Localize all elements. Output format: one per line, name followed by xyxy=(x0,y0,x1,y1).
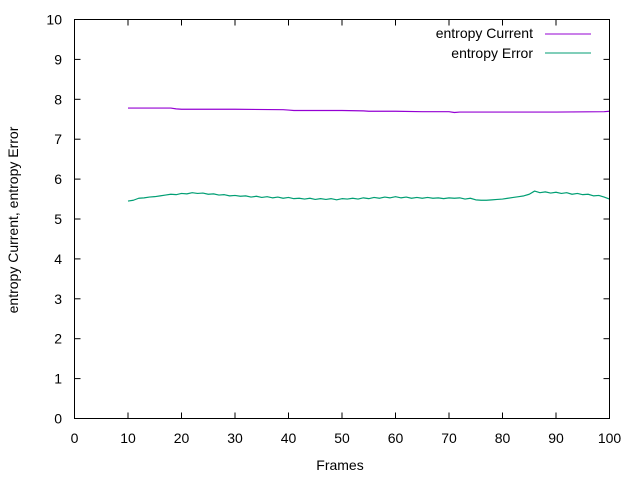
x-tick-label: 90 xyxy=(548,430,564,446)
x-tick-label: 70 xyxy=(441,430,457,446)
y-tick-label: 1 xyxy=(54,371,62,387)
plot-border xyxy=(74,19,610,419)
y-tick-label: 10 xyxy=(46,12,62,28)
series-line-entropy-error xyxy=(127,190,610,202)
series-line-entropy-current xyxy=(128,107,610,114)
y-tick-label: 5 xyxy=(54,211,62,227)
x-tick-label: 20 xyxy=(174,430,190,446)
y-tick-label: 7 xyxy=(54,131,62,147)
x-tick-label: 100 xyxy=(598,430,622,446)
legend: entropy Current entropy Error xyxy=(436,25,591,61)
y-tick-label: 3 xyxy=(54,291,62,307)
x-tick-label: 80 xyxy=(495,430,511,446)
x-tick-label: 30 xyxy=(227,430,243,446)
legend-label-entropy-error: entropy Error xyxy=(451,45,533,61)
y-axis-title: entropy Current, entropy Error xyxy=(5,126,21,313)
legend-label-entropy-current: entropy Current xyxy=(436,25,533,41)
x-tick-label: 0 xyxy=(71,430,79,446)
x-tick-label: 50 xyxy=(334,430,350,446)
y-tick-label: 6 xyxy=(54,171,62,187)
y-tick-label: 0 xyxy=(54,411,62,427)
series-layer xyxy=(127,107,610,202)
x-tick-label: 10 xyxy=(120,430,136,446)
y-tick-label: 8 xyxy=(54,91,62,107)
y-tick-label: 4 xyxy=(54,251,62,267)
x-tick-label: 60 xyxy=(388,430,404,446)
y-tick-label: 9 xyxy=(54,51,62,67)
x-axis-title: Frames xyxy=(316,457,363,473)
x-tick-label: 40 xyxy=(281,430,297,446)
tick-labels-layer: 0 10 20 30 40 50 60 70 80 90 100 0 1 2 3 4 5 6 7 8 9 10 xyxy=(46,12,621,447)
y-tick-label: 2 xyxy=(54,331,62,347)
